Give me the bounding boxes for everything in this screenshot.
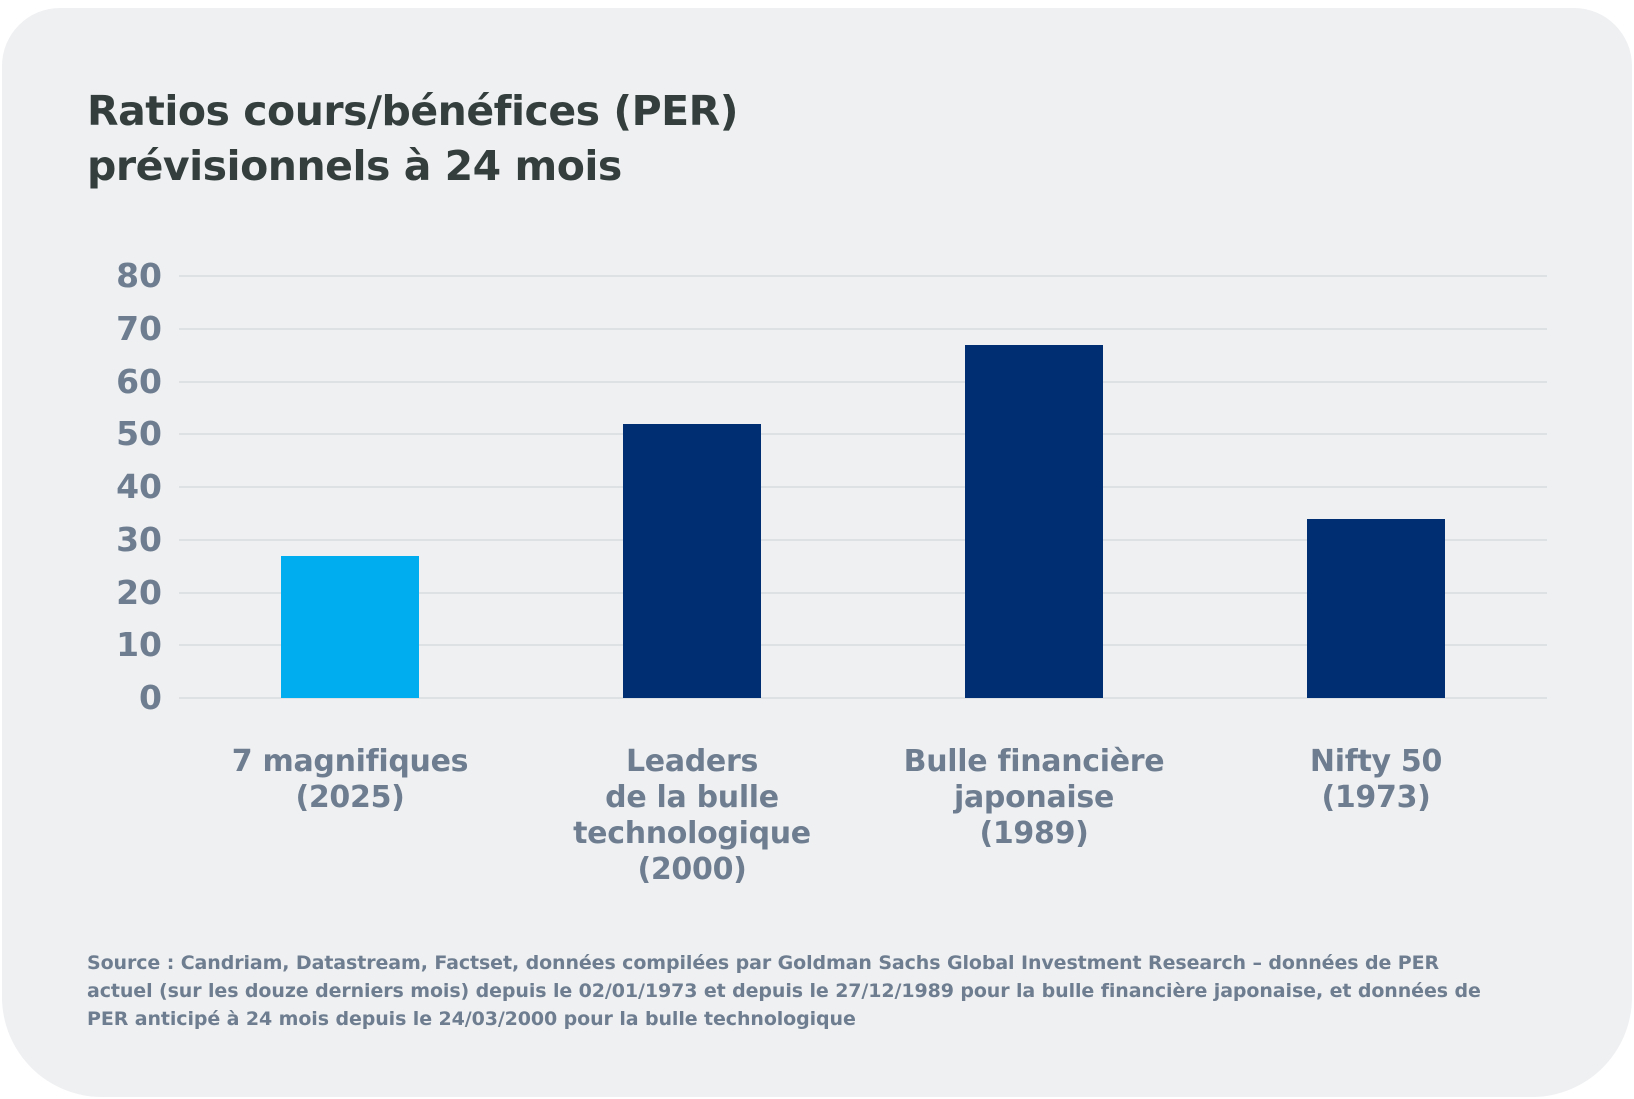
bar-series bbox=[179, 276, 1547, 698]
bar-nifty-50 bbox=[1307, 518, 1445, 698]
y-tick-label: 0 bbox=[139, 678, 162, 717]
x-label-bulle-financiere-japonaise: Bulle financière japonaise (1989) bbox=[903, 744, 1165, 851]
x-label-nifty-50: Nifty 50 (1973) bbox=[1309, 744, 1443, 815]
x-label-leaders-bulle-technologique: Leaders de la bulle technologique (2000) bbox=[573, 744, 811, 887]
gridline bbox=[179, 327, 1547, 330]
bar-slot-7-magnifiques bbox=[179, 276, 521, 698]
y-tick-label: 30 bbox=[116, 519, 162, 559]
bar-slot-nifty-50 bbox=[1205, 276, 1547, 698]
gridline bbox=[179, 275, 1547, 277]
source-note: Source : Candriam, Datastream, Factset, … bbox=[87, 952, 1481, 1030]
y-tick-label: 60 bbox=[116, 361, 162, 401]
y-tick-label: 70 bbox=[116, 308, 162, 348]
chart-card: Ratios cours/bénéfices (PER) prévisionne… bbox=[2, 8, 1632, 1097]
plot-area bbox=[179, 275, 1547, 699]
bar-7-magnifiques bbox=[281, 555, 419, 698]
gridline bbox=[179, 591, 1547, 594]
y-tick-label: 20 bbox=[116, 572, 162, 612]
gridline bbox=[179, 380, 1547, 383]
y-tick-label: 80 bbox=[116, 256, 162, 295]
bar-bulle-financiere-japonaise bbox=[965, 344, 1103, 698]
gridline bbox=[179, 433, 1547, 436]
bar-slot-bulle-financiere-japonaise bbox=[863, 276, 1205, 698]
x-axis-labels: 7 magnifiques (2025) Leaders de la bulle… bbox=[179, 744, 1547, 888]
y-tick-label: 40 bbox=[116, 467, 162, 506]
chart-title: Ratios cours/bénéfices (PER) prévisionne… bbox=[87, 87, 738, 190]
y-axis: 0 10 20 30 40 50 60 70 80 bbox=[62, 256, 162, 717]
y-tick-label: 50 bbox=[116, 414, 162, 454]
bar-leaders-bulle-technologique bbox=[623, 423, 761, 698]
y-tick-label: 10 bbox=[116, 625, 162, 665]
gridline bbox=[179, 697, 1547, 699]
bar-slot-leaders-bulle-technologique bbox=[521, 276, 863, 698]
x-label-7-magnifiques: 7 magnifiques (2025) bbox=[231, 744, 469, 815]
gridline bbox=[179, 538, 1547, 541]
gridline bbox=[179, 486, 1547, 488]
gridline bbox=[179, 644, 1547, 647]
